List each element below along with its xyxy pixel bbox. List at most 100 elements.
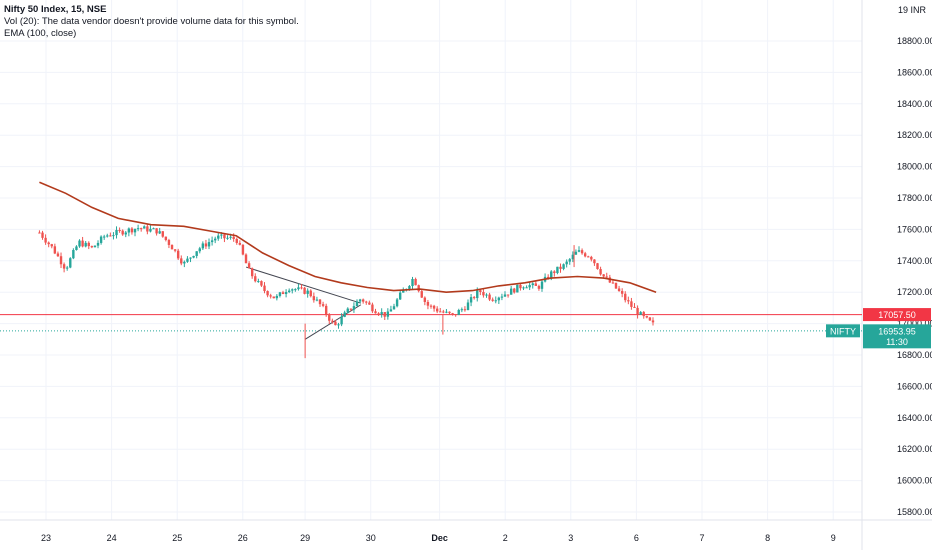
candle-body (636, 307, 639, 315)
price-axis[interactable]: 19 INR 18800.00 18600.00 18400.00 18200.00 18… (897, 5, 932, 517)
symbol-tag (826, 324, 860, 338)
candle-body (454, 314, 457, 316)
candle-body (152, 228, 155, 230)
candle-body (87, 242, 90, 247)
trendlines[interactable] (245, 266, 362, 340)
candle-body (556, 266, 559, 274)
time-tick-label: Dec (431, 533, 448, 543)
candle-body (423, 297, 427, 302)
trendline (304, 304, 362, 340)
candle-body (429, 305, 433, 307)
candle-body (460, 309, 464, 311)
candle-body (44, 237, 47, 243)
candle-body (642, 312, 645, 317)
candle-body (318, 299, 322, 305)
candle-body (96, 242, 100, 246)
candle-body (210, 240, 214, 243)
candle-body (291, 289, 294, 291)
candle-body (491, 299, 494, 301)
candle-body (408, 286, 411, 289)
candle-body (432, 305, 436, 309)
candle-body (130, 228, 134, 233)
candle-body (522, 287, 525, 289)
hline-price-label: 17057.50 (878, 310, 916, 320)
candle-body (72, 249, 75, 259)
price-tick-label: 17800.00 (897, 193, 932, 203)
price-tick-label: 18800.00 (897, 36, 932, 46)
candle-body (146, 226, 149, 232)
hline-price-tag (863, 308, 931, 322)
candle-body (143, 226, 146, 229)
candle-body (278, 292, 282, 296)
candle-body (472, 297, 476, 299)
candle-body (466, 302, 470, 311)
candle-body (297, 287, 300, 290)
candle-body (81, 240, 84, 247)
candle-body (195, 251, 198, 256)
candle-body (392, 306, 396, 310)
time-tick-label: 6 (634, 533, 639, 543)
candle-body (439, 311, 442, 313)
candle-body (41, 232, 44, 238)
candle-body (223, 234, 226, 239)
candle-body (503, 294, 507, 297)
price-tick-label: 17200.00 (897, 287, 932, 297)
candle-body (426, 301, 430, 306)
candle-body (627, 300, 630, 302)
candle-body (75, 246, 78, 250)
candlestick-series (38, 223, 655, 359)
candle-body (198, 248, 201, 252)
candle-body (53, 246, 57, 254)
candle-body (519, 284, 522, 289)
candle-body (69, 258, 72, 268)
legend-title[interactable]: Nifty 50 Index, 15, NSE (4, 4, 107, 15)
candle-body (355, 301, 359, 307)
candle-body (553, 271, 556, 274)
candle-body (349, 308, 353, 310)
candle-body (624, 293, 627, 301)
candle-body (263, 285, 266, 292)
time-tick-label: 30 (366, 533, 376, 543)
candle-body (62, 264, 66, 269)
candle-body (155, 228, 158, 234)
candle-body (352, 306, 356, 310)
candle-body (494, 300, 497, 302)
candle-body (361, 299, 365, 302)
candle-body (531, 283, 534, 286)
candle-body (476, 290, 479, 299)
candle-body (448, 311, 451, 314)
candle-body (346, 308, 349, 313)
candle-body (50, 244, 53, 247)
candle-body (605, 276, 608, 278)
trendline (245, 266, 362, 304)
candle-body (192, 255, 195, 258)
candle-body (645, 316, 649, 318)
candle-body (534, 283, 538, 286)
candle-body (525, 287, 528, 289)
candle-body (170, 244, 174, 250)
countdown-label: 11:30 (886, 337, 908, 347)
candle-body (562, 264, 565, 269)
price-tick-label: 15800.00 (897, 507, 932, 517)
last-price-tag (863, 324, 931, 349)
candle-body (568, 259, 571, 262)
candle-body (260, 281, 263, 286)
legend-volume[interactable]: Vol (20): The data vendor doesn't provid… (4, 16, 299, 27)
candle-body (395, 299, 399, 307)
candle-body (383, 312, 386, 317)
candle-body (488, 294, 491, 300)
candle-body (479, 290, 482, 292)
candle-body (303, 287, 306, 294)
candle-body (180, 258, 183, 264)
candle-body (232, 236, 235, 239)
candle-body (250, 268, 254, 277)
time-tick-label: 23 (41, 533, 51, 543)
time-axis[interactable]: 23 24 25 26 29 30 Dec 2 3 6 7 8 9 (41, 533, 836, 543)
candle-body (183, 261, 186, 264)
legend-ema[interactable]: EMA (100, close) (4, 28, 77, 39)
horizontal-line[interactable] (0, 314, 862, 332)
candle-body (136, 228, 140, 230)
candle-body (398, 292, 402, 300)
